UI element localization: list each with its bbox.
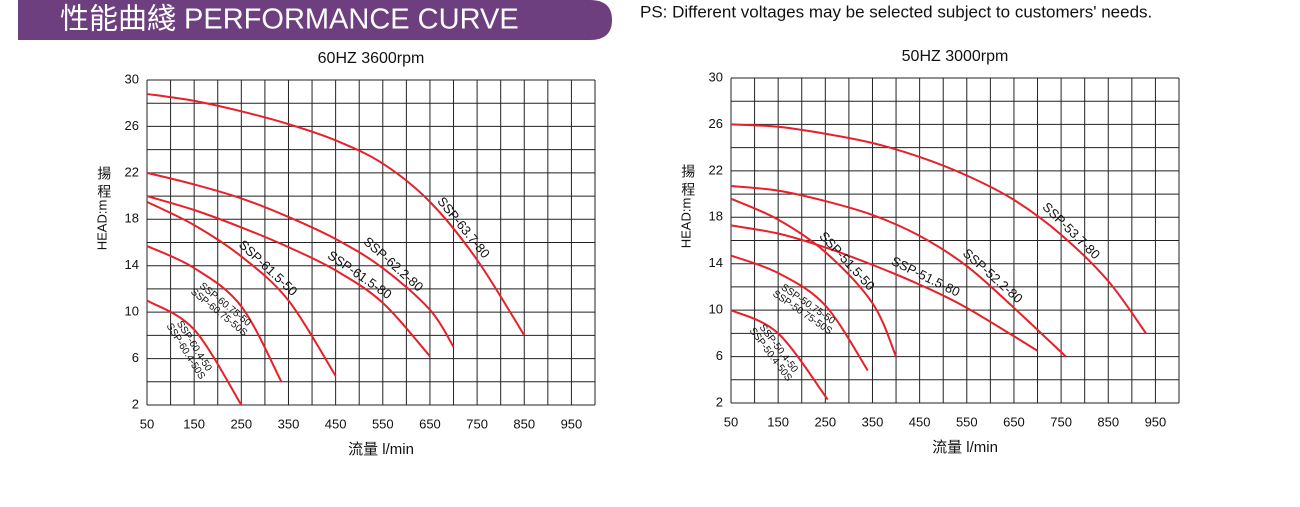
- curve: [730, 254, 869, 372]
- x-axis-label: 流量 l/min: [932, 439, 998, 456]
- x-tick-label: 750: [1050, 414, 1072, 429]
- y-axis-label: HEAD:m: [94, 200, 109, 251]
- x-tick-label: 250: [230, 416, 252, 431]
- curve-label: SSP-52.2-80: [960, 245, 1026, 306]
- header-note: PS: Different voltages may be selected s…: [640, 2, 1152, 21]
- x-tick-label: 350: [862, 414, 884, 429]
- y-axis-label-cn: 揚程: [680, 163, 696, 200]
- y-tick-label: 30: [709, 69, 723, 84]
- chart-title: 60HZ 3600rpm: [318, 50, 425, 67]
- x-axis-label: 流量 l/min: [348, 441, 414, 458]
- header-title: 性能曲綫 PERFORMANCE CURVE: [60, 3, 519, 36]
- y-tick-label: 22: [125, 164, 139, 179]
- curve: [730, 224, 1039, 352]
- curve-label: SSP-53.7-80: [1040, 199, 1104, 262]
- curve: [146, 171, 455, 348]
- curve-label: SSP-61.5-50: [236, 237, 301, 299]
- x-tick-label: 550: [372, 416, 394, 431]
- y-tick-label: 6: [132, 350, 139, 365]
- y-tick-label: 10: [125, 304, 139, 319]
- x-tick-label: 950: [561, 416, 583, 431]
- x-tick-label: 450: [909, 414, 931, 429]
- curve: [730, 197, 897, 357]
- curve: [146, 92, 526, 336]
- header-banner: [18, 0, 612, 40]
- x-tick-label: 750: [466, 416, 488, 431]
- y-tick-label: 10: [709, 302, 723, 317]
- x-tick-label: 950: [1145, 414, 1167, 429]
- x-tick-label: 250: [814, 414, 836, 429]
- curve: [730, 184, 1067, 358]
- y-tick-label: 2: [716, 394, 723, 409]
- y-tick-label: 18: [709, 209, 723, 224]
- x-tick-label: 550: [956, 414, 978, 429]
- x-tick-label: 650: [1003, 414, 1025, 429]
- curve: [146, 195, 431, 357]
- y-axis-label: HEAD:m: [678, 198, 693, 249]
- curve: [146, 200, 337, 377]
- curve: [146, 245, 283, 383]
- x-tick-label: 450: [325, 416, 347, 431]
- y-axis-label-cn: 揚程: [96, 165, 112, 202]
- x-tick-label: 350: [278, 416, 300, 431]
- curve: [730, 309, 829, 401]
- y-tick-label: 6: [716, 348, 723, 363]
- y-tick-label: 26: [125, 118, 139, 133]
- curve: [730, 123, 1147, 334]
- x-tick-label: 650: [419, 416, 441, 431]
- x-tick-label: 150: [767, 414, 789, 429]
- y-tick-label: 14: [125, 257, 139, 272]
- x-tick-label: 850: [513, 416, 535, 431]
- x-tick-label: 50: [140, 416, 154, 431]
- curve-label: SSP-63.7-80: [434, 194, 493, 261]
- y-tick-label: 2: [132, 396, 139, 411]
- x-tick-label: 850: [1097, 414, 1119, 429]
- chart-title: 50HZ 3000rpm: [902, 48, 1009, 65]
- y-tick-label: 14: [709, 255, 723, 270]
- curve: [146, 299, 243, 406]
- x-tick-label: 150: [183, 416, 205, 431]
- y-tick-label: 18: [125, 211, 139, 226]
- y-tick-label: 22: [709, 162, 723, 177]
- x-tick-label: 50: [724, 414, 738, 429]
- y-tick-label: 30: [125, 71, 139, 86]
- y-tick-label: 26: [709, 116, 723, 131]
